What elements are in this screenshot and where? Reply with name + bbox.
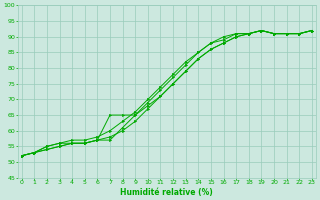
X-axis label: Humidité relative (%): Humidité relative (%) — [120, 188, 213, 197]
